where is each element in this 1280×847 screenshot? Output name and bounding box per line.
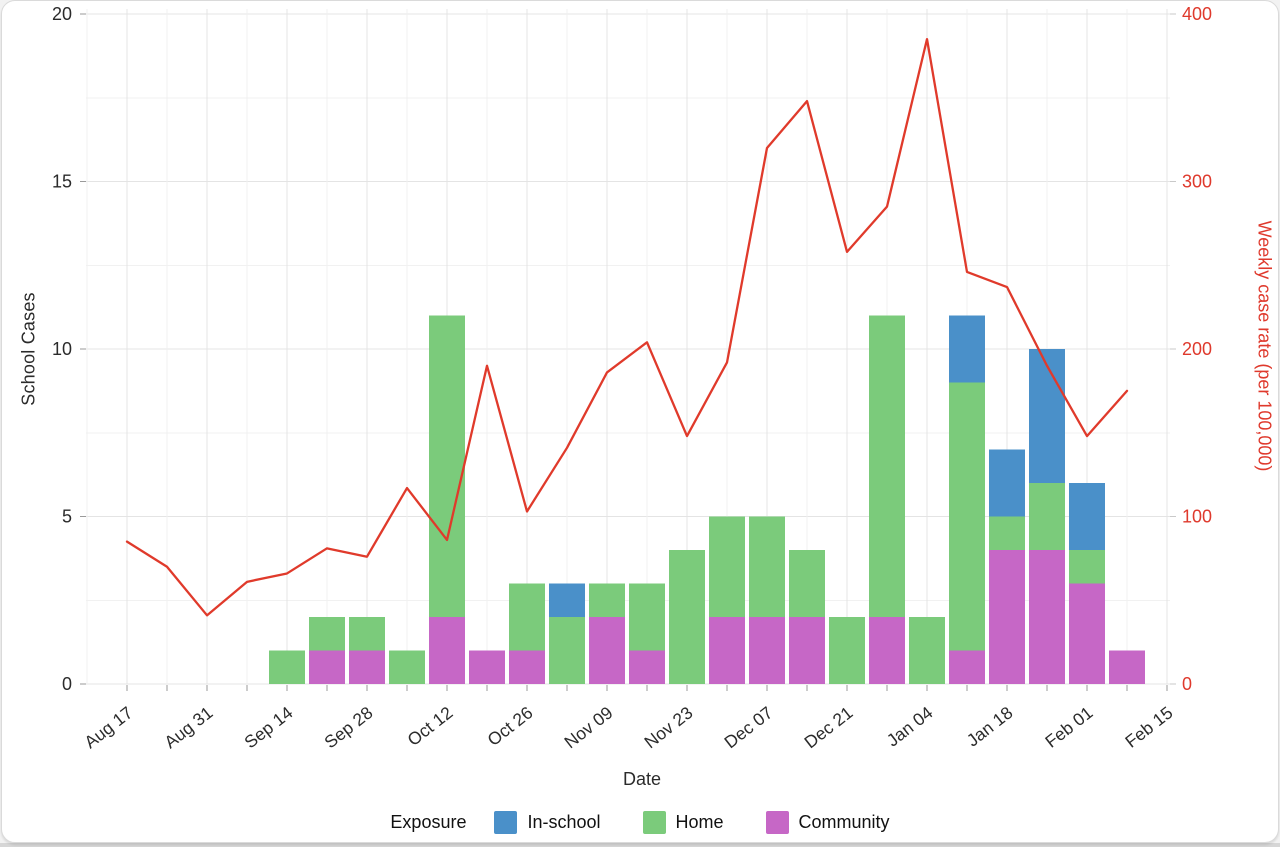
x-axis-tick-label: Aug 17	[80, 702, 136, 752]
bar-segment-community	[349, 650, 385, 684]
bar-segment-home	[789, 550, 825, 617]
legend-item-home: Home	[642, 811, 724, 834]
bar-segment-community	[989, 550, 1025, 684]
right-axis-tick-label: 0	[1182, 674, 1192, 694]
bar-segment-home	[1069, 550, 1105, 584]
stacked-bars	[269, 315, 1145, 684]
left-axis-tick-label: 10	[52, 339, 72, 359]
x-axis-title: Date	[622, 769, 662, 789]
x-axis-tick-label: Jan 04	[883, 702, 937, 750]
right-axis-tick-label: 300	[1182, 172, 1212, 192]
left-axis-tick-label: 20	[52, 4, 72, 24]
bar-segment-community	[509, 650, 545, 684]
y-axis-title-left: School Cases	[18, 292, 39, 406]
x-axis-tick-label: Nov 23	[640, 702, 696, 752]
in-school-swatch	[494, 811, 518, 834]
community-swatch	[765, 811, 789, 834]
bar-segment-home	[269, 650, 305, 684]
bar-segment-community	[709, 617, 745, 684]
bar-segment-home	[869, 315, 905, 617]
bar-segment-community	[1069, 583, 1105, 684]
x-axis-tick-label: Nov 09	[560, 702, 616, 752]
bar-segment-community	[1029, 550, 1065, 684]
bar-segment-community	[629, 650, 665, 684]
left-axis-tick-label: 5	[62, 507, 72, 527]
y-axis-title-right: Weekly case rate (per 100,000)	[1254, 220, 1275, 472]
bar-segment-in-school	[1029, 349, 1065, 483]
x-axis-tick-label: Aug 31	[160, 702, 216, 752]
legend-item-community: Community	[765, 811, 890, 834]
legend: Exposure In-school Home Community	[2, 811, 1278, 834]
right-axis-tick-label: 400	[1182, 4, 1212, 24]
bar-segment-home	[629, 583, 665, 651]
bar-segment-home	[989, 516, 1025, 550]
bar-segment-community	[789, 617, 825, 684]
bar-segment-home	[749, 516, 785, 617]
bar-segment-in-school	[989, 449, 1025, 517]
right-axis-tick-label: 200	[1182, 339, 1212, 359]
page-bottom-edge	[0, 843, 1280, 847]
bar-segment-in-school	[1069, 483, 1105, 550]
bar-segment-community	[469, 650, 505, 684]
bar-segment-home	[549, 617, 585, 684]
bar-segment-community	[869, 617, 905, 684]
legend-item-label: Community	[798, 812, 890, 832]
bar-segment-in-school	[949, 315, 985, 383]
x-axis-tick-label: Oct 12	[404, 702, 457, 750]
right-axis-tick-label: 100	[1182, 507, 1212, 527]
bar-segment-community	[429, 617, 465, 684]
x-axis-tick-label: Oct 26	[484, 702, 537, 750]
gridlines	[86, 9, 1170, 685]
bar-segment-community	[749, 617, 785, 684]
bar-segment-community	[589, 617, 625, 684]
bar-segment-in-school	[549, 583, 585, 617]
bar-segment-home	[669, 550, 705, 684]
x-axis-tick-label: Dec 21	[800, 702, 856, 752]
x-axis-tick-label: Jan 18	[963, 702, 1017, 750]
bar-segment-home	[1029, 483, 1065, 550]
bar-segment-community	[309, 650, 345, 684]
x-axis-tick-label: Sep 28	[320, 702, 376, 752]
bar-segment-home	[709, 516, 745, 617]
bar-segment-community	[1109, 650, 1145, 684]
left-axis-tick-label: 15	[52, 172, 72, 192]
legend-item-label: Home	[675, 812, 724, 832]
bar-segment-community	[949, 650, 985, 684]
bar-segment-home	[829, 617, 865, 684]
x-axis-tick-label: Sep 14	[240, 702, 296, 752]
bar-segment-home	[429, 315, 465, 617]
bar-segment-home	[309, 617, 345, 651]
bar-segment-home	[389, 650, 425, 684]
home-swatch	[642, 811, 666, 834]
bar-segment-home	[909, 617, 945, 684]
x-axis-tick-label: Feb 15	[1121, 702, 1176, 751]
x-axis-tick-label: Feb 01	[1041, 702, 1096, 751]
bar-segment-home	[949, 382, 985, 651]
legend-title: Exposure	[390, 812, 467, 832]
axis-ticks	[80, 13, 1176, 691]
legend-item-label: In-school	[527, 812, 601, 832]
case-rate-line	[125, 37, 1129, 617]
bar-segment-home	[589, 583, 625, 617]
x-axis-tick-label: Dec 07	[720, 702, 776, 752]
legend-item-in-school: In-school	[494, 811, 601, 834]
bar-segment-home	[349, 617, 385, 651]
left-axis-tick-label: 0	[62, 674, 72, 694]
bar-segment-home	[509, 583, 545, 651]
